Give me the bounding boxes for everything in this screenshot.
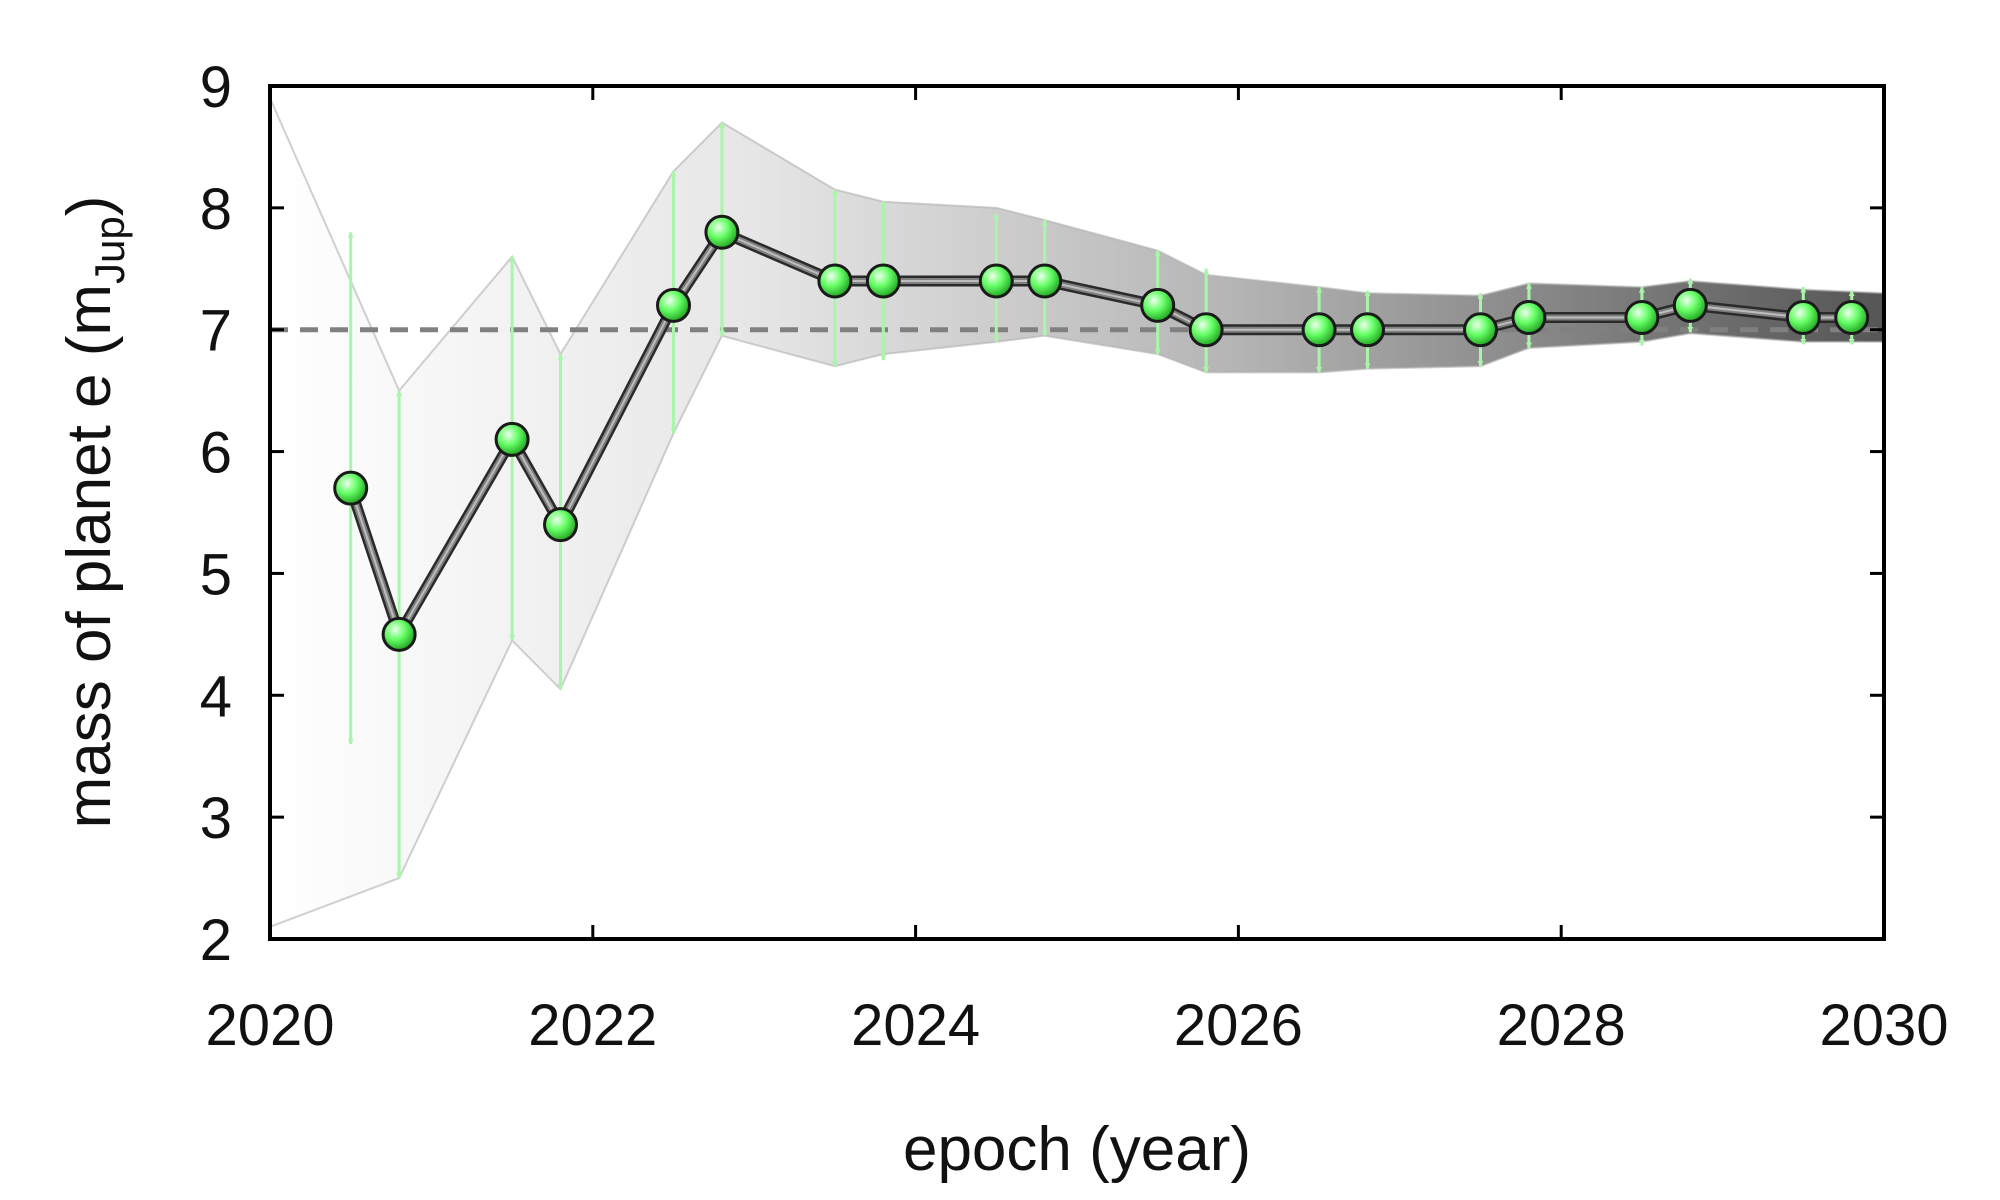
x-tick-label: 2022 bbox=[528, 993, 657, 1058]
data-point bbox=[1027, 263, 1063, 299]
x-tick-label: 2030 bbox=[1819, 993, 1948, 1058]
data-point bbox=[1511, 300, 1547, 336]
data-point bbox=[704, 214, 740, 250]
data-point bbox=[656, 287, 691, 323]
data-point bbox=[494, 421, 530, 457]
series-line-highlight bbox=[349, 231, 1852, 636]
data-point bbox=[381, 616, 417, 652]
y-tick-label: 5 bbox=[200, 542, 232, 607]
data-point bbox=[1834, 300, 1870, 336]
data-point bbox=[1188, 312, 1224, 348]
y-tick-label: 8 bbox=[200, 177, 232, 242]
data-point bbox=[817, 263, 853, 299]
y-tick-label: 6 bbox=[200, 421, 232, 486]
data-point bbox=[865, 263, 901, 299]
x-axis-label: epoch (year) bbox=[903, 1115, 1251, 1184]
x-tick-label: 2028 bbox=[1497, 993, 1626, 1058]
data-point bbox=[1140, 287, 1176, 323]
y-tick-label: 2 bbox=[200, 908, 232, 973]
data-point bbox=[1672, 287, 1708, 323]
plot-frame bbox=[268, 84, 1886, 941]
data-point bbox=[1301, 312, 1337, 348]
data-point bbox=[1463, 312, 1498, 348]
y-tick-label: 3 bbox=[200, 786, 232, 851]
data-point bbox=[543, 507, 579, 543]
y-axis-label-sub: Jup bbox=[86, 216, 133, 284]
data-point bbox=[978, 263, 1014, 299]
x-tick-label: 2026 bbox=[1174, 993, 1303, 1058]
y-tick-label: 7 bbox=[200, 299, 232, 364]
x-tick-label: 2020 bbox=[205, 993, 334, 1058]
y-tick-label: 4 bbox=[200, 664, 232, 729]
y-axis-label-close: ) bbox=[55, 196, 124, 217]
data-point bbox=[1785, 300, 1821, 336]
y-axis-label-main: mass of planet e (m bbox=[55, 284, 124, 828]
x-tick-label: 2024 bbox=[851, 993, 980, 1058]
data-point bbox=[1350, 312, 1386, 348]
data-point bbox=[1624, 300, 1660, 336]
y-axis-label: mass of planet e (mJup) bbox=[55, 196, 133, 829]
y-tick-label: 9 bbox=[200, 55, 232, 120]
data-point bbox=[333, 470, 369, 506]
